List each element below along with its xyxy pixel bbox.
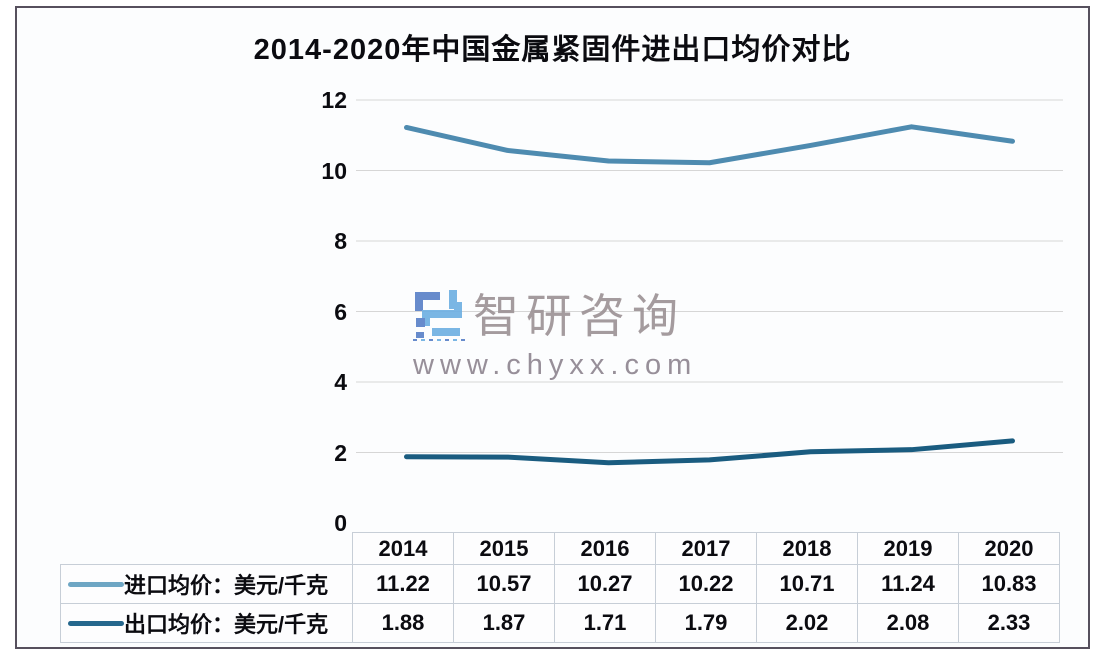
series-line-import [404,124,1015,166]
value-cell-import-2020: 10.83 [958,564,1060,604]
value-cell-export-2020: 2.33 [958,603,1060,643]
year-header-cell-2019: 2019 [857,532,959,565]
table-row-import: 进口均价：美元/千克 11.22 10.57 10.27 10.22 10.71 11.24… [60,564,1060,604]
year-header-cell-2017: 2017 [655,532,757,565]
y-axis-label-0: 0 [334,510,347,536]
legend-inner-export: 出口均价：美元/千克 [61,607,352,639]
data-table-wrap: 2014 2015 2016 2017 2018 2019 2020 进口均价：美元/千克 11… [60,532,1060,643]
logo-dotted-underline [413,339,465,341]
year-header-cell-2018: 2018 [756,532,858,565]
y-axis-label-4: 4 [334,369,347,395]
data-table: 2014 2015 2016 2017 2018 2019 2020 进口均价：美元/千克 11… [60,532,1060,643]
value-cell-export-2019: 2.08 [857,603,959,643]
value-cell-import-2015: 10.57 [453,564,555,604]
value-cell-import-2017: 10.22 [655,564,757,604]
value-cell-export-2017: 1.79 [655,603,757,643]
table-corner-cell [61,533,353,565]
legend-cell-export: 出口均价：美元/千克 [60,603,353,643]
watermark-brand-row: 智研咨询 [411,280,697,346]
series-line-export [404,438,1015,466]
year-header-cell-2016: 2016 [554,532,656,565]
watermark-url-text: www.chyxx.com [413,349,698,381]
y-axis-label-10: 10 [321,157,347,184]
table-row-export: 出口均价：美元/千克 1.88 1.87 1.71 1.79 2.02 2.08 2.33 [60,603,1060,643]
year-header-cell-2014: 2014 [352,532,454,565]
value-cell-import-2016: 10.27 [554,564,656,604]
value-cell-import-2019: 11.24 [857,564,959,604]
legend-label-import: 进口均价：美元/千克 [124,573,329,598]
table-header-row: 2014 2015 2016 2017 2018 2019 2020 [61,532,1060,565]
legend-line-icon-export [68,620,124,626]
watermark: 智研咨询 www.chyxx.com [411,280,697,382]
chart-frame: 2014-2020年中国金属紧固件进出口均价对比 0 2 4 6 8 10 12 [15,6,1090,649]
zhiyan-logo-icon [413,290,465,341]
legend-cell-import: 进口均价：美元/千克 [60,564,353,604]
legend-inner-import: 进口均价：美元/千克 [61,568,352,600]
y-axis-label-12: 12 [321,87,347,113]
value-cell-export-2014: 1.88 [352,603,454,643]
line-chart-plot [356,99,1063,466]
value-cell-export-2016: 1.71 [554,603,656,643]
legend-label-export: 出口均价：美元/千克 [124,612,329,637]
y-axis-label-6: 6 [334,298,347,325]
value-cell-export-2018: 2.02 [756,603,858,643]
y-axis-label-8: 8 [334,228,347,254]
watermark-brand-text: 智研咨询 [473,290,685,342]
y-axis-label-2: 2 [334,439,347,466]
year-header-cell-2015: 2015 [453,532,555,565]
legend-line-icon-import [68,581,124,587]
value-cell-import-2014: 11.22 [352,564,454,604]
value-cell-export-2015: 1.87 [453,603,555,643]
value-cell-import-2018: 10.71 [756,564,858,604]
chart-title: 2014-2020年中国金属紧固件进出口均价对比 [253,34,852,66]
year-header-cell-2020: 2020 [958,532,1060,565]
